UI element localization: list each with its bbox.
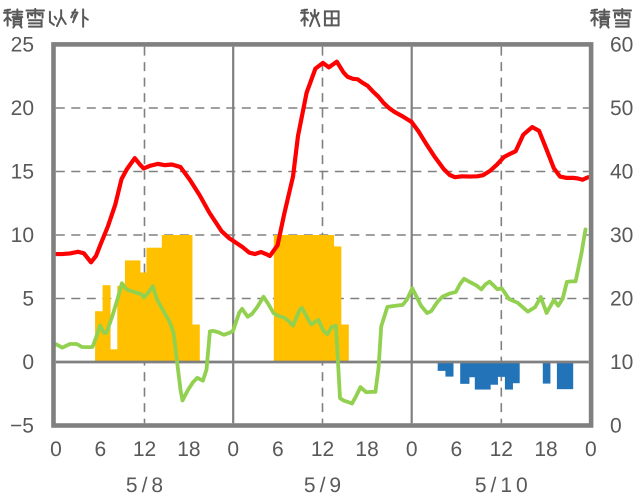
svg-text:10: 10	[11, 224, 34, 247]
svg-text:25: 25	[11, 34, 34, 57]
svg-text:18: 18	[355, 438, 378, 461]
svg-text:18: 18	[534, 438, 557, 461]
svg-text:0: 0	[22, 351, 34, 374]
svg-text:0: 0	[610, 415, 622, 438]
svg-text:0: 0	[585, 438, 597, 461]
svg-text:12: 12	[311, 438, 334, 461]
svg-text:60: 60	[610, 34, 633, 57]
svg-text:10: 10	[610, 351, 633, 374]
svg-text:6: 6	[94, 438, 106, 461]
svg-text:15: 15	[11, 161, 34, 184]
svg-text:5: 5	[22, 288, 34, 311]
svg-text:40: 40	[610, 161, 633, 184]
svg-text:5/10: 5/10	[475, 474, 532, 497]
svg-text:20: 20	[11, 97, 34, 120]
svg-text:20: 20	[610, 288, 633, 311]
svg-text:0: 0	[227, 438, 239, 461]
svg-text:6: 6	[272, 438, 284, 461]
svg-text:18: 18	[177, 438, 200, 461]
svg-text:5/8: 5/8	[126, 474, 167, 497]
svg-text:0: 0	[50, 438, 62, 461]
svg-text:12: 12	[133, 438, 156, 461]
svg-text:6: 6	[451, 438, 463, 461]
svg-text:−5: −5	[10, 415, 34, 438]
svg-text:50: 50	[610, 97, 633, 120]
svg-text:30: 30	[610, 224, 633, 247]
svg-text:5/9: 5/9	[304, 474, 345, 497]
svg-text:0: 0	[406, 438, 418, 461]
svg-text:12: 12	[490, 438, 513, 461]
